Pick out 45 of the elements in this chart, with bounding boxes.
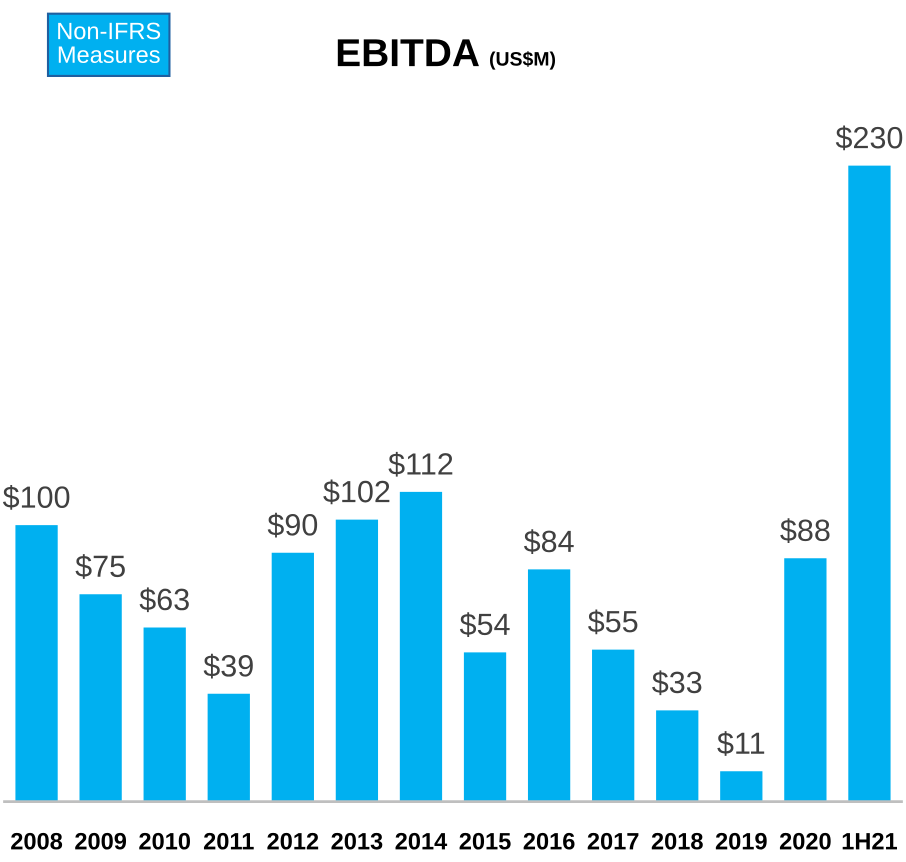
data-label: $55 [588, 609, 638, 634]
bar [720, 771, 762, 802]
x-tick-label: 2011 [204, 832, 254, 850]
data-label: $39 [204, 654, 253, 678]
x-tick-label: 2008 [11, 832, 62, 850]
bar [528, 569, 570, 802]
data-label: $100 [2, 485, 70, 510]
data-label: $75 [75, 554, 125, 579]
bar [656, 710, 698, 802]
data-label: $112 [388, 452, 452, 477]
x-tick-label: 2017 [588, 832, 638, 850]
chart-subtitle: (US$M) [490, 51, 556, 70]
bar [592, 650, 634, 802]
bar [848, 166, 891, 802]
bar [144, 627, 186, 802]
bar [272, 552, 314, 802]
x-tick-label: 2020 [780, 832, 831, 850]
data-label: $230 [836, 126, 902, 150]
x-tick-label: 2009 [75, 832, 126, 850]
data-label: $63 [140, 587, 189, 612]
x-tick-label: 1H21 [842, 832, 898, 850]
data-label: $84 [524, 529, 574, 554]
text: Non-IFRS Measures [58, 22, 160, 64]
x-tick-label: 2014 [396, 832, 448, 850]
x-tick-label: 2012 [267, 832, 318, 850]
bar [79, 594, 122, 802]
x-tick-label: 2019 [716, 832, 767, 850]
bar [208, 694, 250, 802]
bar [15, 525, 58, 802]
data-label: $54 [460, 612, 510, 637]
data-label: $88 [780, 518, 830, 543]
x-tick-label: 2018 [652, 832, 703, 850]
data-label: $102 [323, 480, 390, 504]
bar [400, 492, 442, 802]
bar [784, 558, 827, 802]
x-tick-label: 2013 [331, 832, 382, 850]
bar [464, 652, 506, 802]
chart-title: EBITDA [338, 39, 479, 66]
x-tick-label: 2016 [524, 832, 575, 850]
data-label: $11 [717, 731, 764, 756]
data-label: $90 [268, 512, 318, 538]
x-tick-label: 2015 [460, 832, 511, 850]
x-tick-label: 2010 [139, 832, 190, 850]
data-label: $33 [652, 670, 702, 696]
bar [336, 520, 378, 802]
